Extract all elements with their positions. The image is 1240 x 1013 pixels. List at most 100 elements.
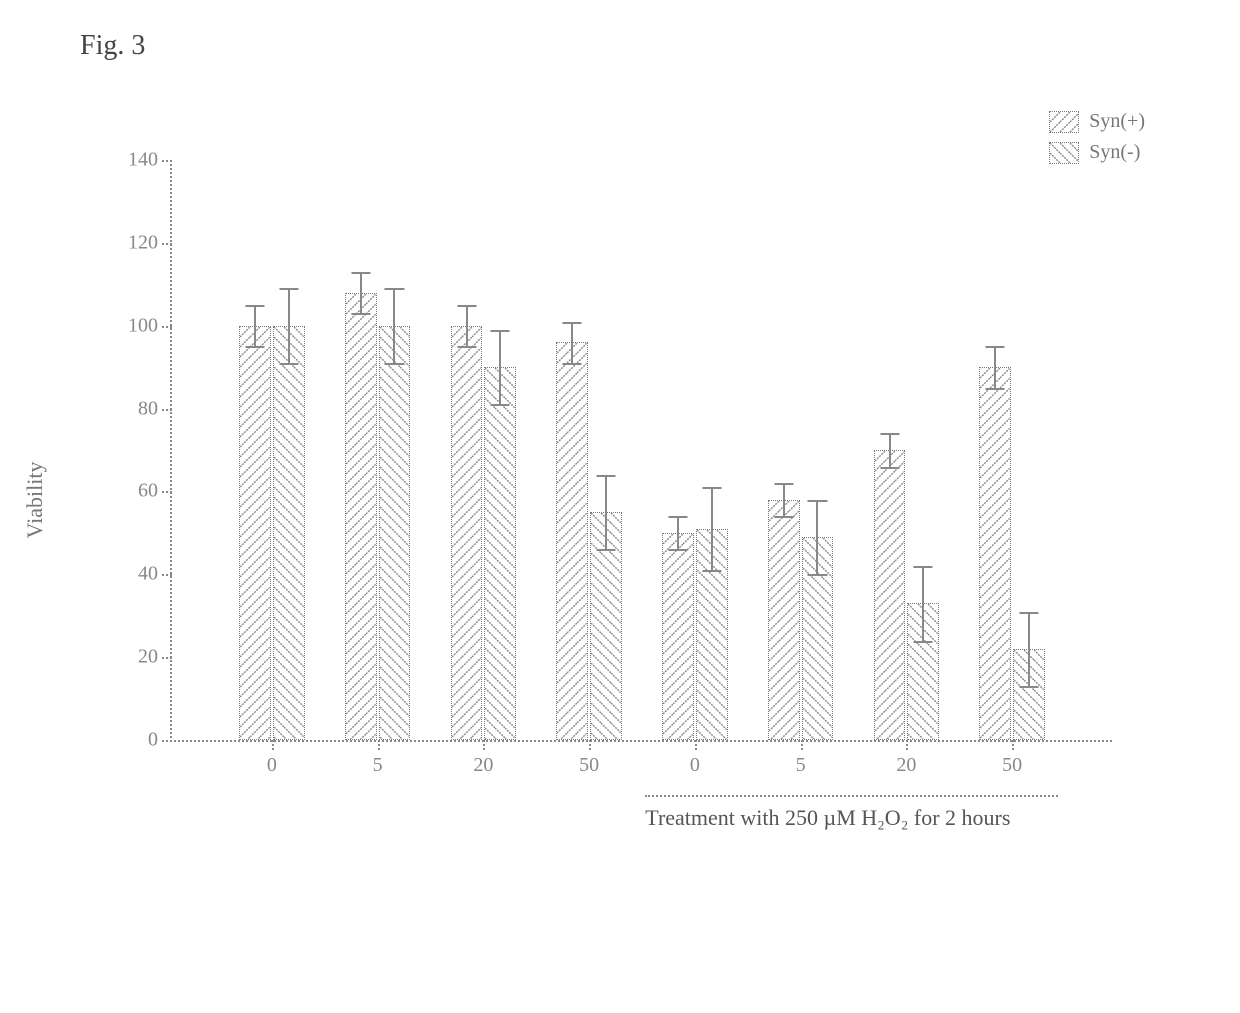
error-cap xyxy=(279,288,298,290)
error-cap xyxy=(351,272,370,274)
error-cap xyxy=(986,388,1005,390)
y-tick-label: 40 xyxy=(138,563,158,586)
y-tick xyxy=(162,326,172,328)
error-bar xyxy=(605,475,607,550)
error-cap xyxy=(385,363,404,365)
x-tick xyxy=(272,740,274,750)
treatment-label: Treatment with 250 µM H₂O₂ for 2 hours xyxy=(645,805,1010,831)
x-tick-label: 50 xyxy=(579,754,599,777)
y-tick xyxy=(162,491,172,493)
y-tick xyxy=(162,574,172,576)
error-cap xyxy=(774,483,793,485)
error-cap xyxy=(491,404,510,406)
bar xyxy=(345,293,377,740)
error-bar xyxy=(711,487,713,570)
y-tick xyxy=(162,243,172,245)
x-tick-label: 50 xyxy=(1002,754,1022,777)
error-bar xyxy=(816,500,818,575)
y-axis-label: Viability xyxy=(22,462,48,539)
y-tick xyxy=(162,160,172,162)
error-cap xyxy=(702,487,721,489)
legend-label: Syn(+) xyxy=(1089,110,1145,133)
bar xyxy=(662,533,694,740)
x-tick-label: 5 xyxy=(373,754,383,777)
error-cap xyxy=(774,516,793,518)
x-tick xyxy=(483,740,485,750)
error-bar xyxy=(783,483,785,516)
y-tick xyxy=(162,409,172,411)
error-cap xyxy=(986,346,1005,348)
error-cap xyxy=(1019,612,1038,614)
figure-title: Fig. 3 xyxy=(80,30,145,62)
bar xyxy=(379,326,411,740)
error-cap xyxy=(808,500,827,502)
x-tick xyxy=(695,740,697,750)
error-bar xyxy=(288,288,290,363)
bar xyxy=(556,342,588,740)
x-tick-label: 5 xyxy=(796,754,806,777)
x-tick xyxy=(801,740,803,750)
y-tick-label: 100 xyxy=(128,314,158,337)
error-bar xyxy=(571,322,573,363)
treatment-underline xyxy=(645,795,1057,797)
error-cap xyxy=(279,363,298,365)
bar xyxy=(273,326,305,740)
bar xyxy=(239,326,271,740)
bar xyxy=(979,367,1011,740)
y-tick-label: 20 xyxy=(138,646,158,669)
error-cap xyxy=(808,574,827,576)
x-tick xyxy=(589,740,591,750)
error-bar xyxy=(499,330,501,405)
error-bar xyxy=(889,433,891,466)
error-cap xyxy=(457,305,476,307)
legend-swatch-syn-plus xyxy=(1049,111,1079,133)
y-tick-label: 0 xyxy=(148,729,158,752)
x-tick xyxy=(378,740,380,750)
error-cap xyxy=(1019,686,1038,688)
error-bar xyxy=(254,305,256,346)
error-cap xyxy=(351,313,370,315)
x-tick-label: 20 xyxy=(896,754,916,777)
error-cap xyxy=(702,570,721,572)
y-tick xyxy=(162,740,172,742)
x-tick xyxy=(906,740,908,750)
error-cap xyxy=(245,305,264,307)
viability-bar-chart: Viability Syn(+) Syn(-) 0204060801001201… xyxy=(90,140,1150,860)
error-cap xyxy=(596,475,615,477)
error-bar xyxy=(677,516,679,549)
error-bar xyxy=(360,272,362,313)
y-tick-label: 120 xyxy=(128,231,158,254)
bar xyxy=(451,326,483,740)
error-cap xyxy=(245,346,264,348)
error-cap xyxy=(914,641,933,643)
error-cap xyxy=(596,549,615,551)
y-tick-label: 140 xyxy=(128,149,158,172)
error-bar xyxy=(994,346,996,387)
error-cap xyxy=(457,346,476,348)
error-cap xyxy=(880,467,899,469)
error-bar xyxy=(1028,612,1030,687)
bar xyxy=(874,450,906,740)
error-cap xyxy=(491,330,510,332)
y-tick xyxy=(162,657,172,659)
error-cap xyxy=(563,322,582,324)
x-tick-label: 20 xyxy=(473,754,493,777)
bar xyxy=(768,500,800,740)
bar xyxy=(484,367,516,740)
error-cap xyxy=(668,549,687,551)
x-tick xyxy=(1012,740,1014,750)
error-cap xyxy=(385,288,404,290)
error-bar xyxy=(466,305,468,346)
error-cap xyxy=(880,433,899,435)
x-tick-label: 0 xyxy=(267,754,277,777)
error-bar xyxy=(922,566,924,641)
y-tick-label: 80 xyxy=(138,397,158,420)
error-cap xyxy=(668,516,687,518)
x-tick-label: 0 xyxy=(690,754,700,777)
legend-item-syn-plus: Syn(+) xyxy=(1049,110,1145,133)
error-bar xyxy=(393,288,395,363)
plot-area: 020406080100120140052050052050 xyxy=(170,160,1112,742)
error-cap xyxy=(914,566,933,568)
y-tick-label: 60 xyxy=(138,480,158,503)
error-cap xyxy=(563,363,582,365)
